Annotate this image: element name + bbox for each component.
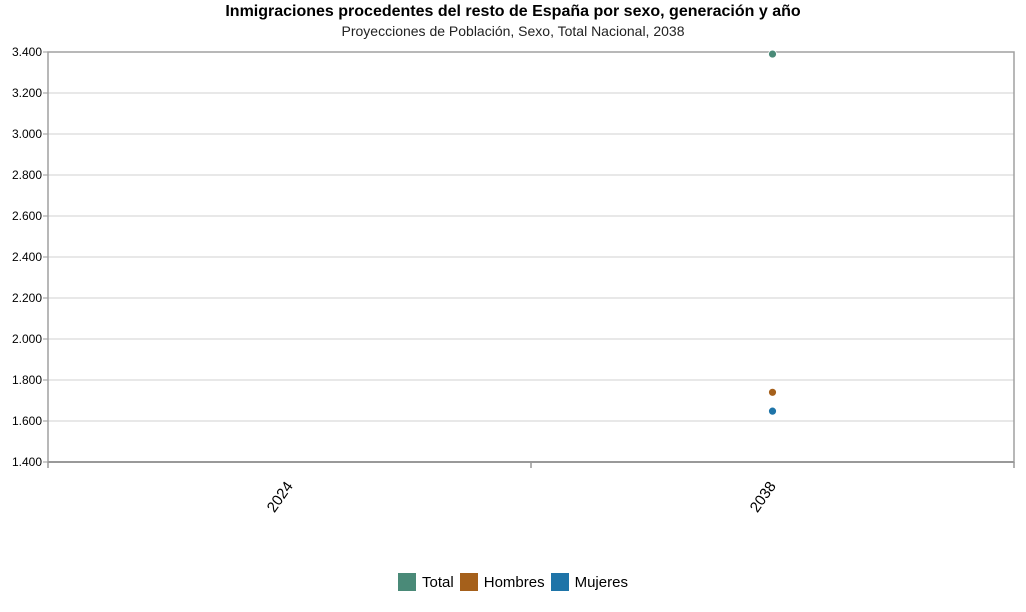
y-tick-label: 1.600 [12,414,42,428]
y-tick-label: 3.200 [12,86,42,100]
legend-swatch [398,573,417,591]
data-point-mujeres[interactable] [768,406,777,416]
legend-label: Mujeres [574,573,628,591]
y-tick-label: 2.200 [12,291,42,305]
legend-item-total[interactable]: Total [398,573,454,591]
y-tick-label: 3.400 [12,45,42,59]
legend-label: Total [422,573,454,591]
x-tick-label: 2038 [747,479,780,516]
y-tick-label: 2.600 [12,209,42,223]
chart-title: Inmigraciones procedentes del resto de E… [225,3,801,20]
chart-subtitle: Proyecciones de Población, Sexo, Total N… [341,23,685,39]
legend-label: Hombres [483,573,545,591]
y-tick-label: 2.000 [12,332,42,346]
legend-swatch [459,573,478,591]
x-tick-label: 2024 [264,479,297,516]
y-tick-label: 1.400 [12,455,42,469]
y-tick-label: 1.800 [12,373,42,387]
y-tick-label: 2.400 [12,250,42,264]
data-point-total[interactable] [768,49,777,59]
legend-swatch [550,573,569,591]
y-tick-label: 3.000 [12,127,42,141]
y-tick-label: 2.800 [12,168,42,182]
legend-item-mujeres[interactable]: Mujeres [550,573,628,591]
legend-item-hombres[interactable]: Hombres [459,573,545,591]
chart-legend: Total Hombres Mujeres [0,573,1026,591]
data-point-hombres[interactable] [768,387,777,397]
